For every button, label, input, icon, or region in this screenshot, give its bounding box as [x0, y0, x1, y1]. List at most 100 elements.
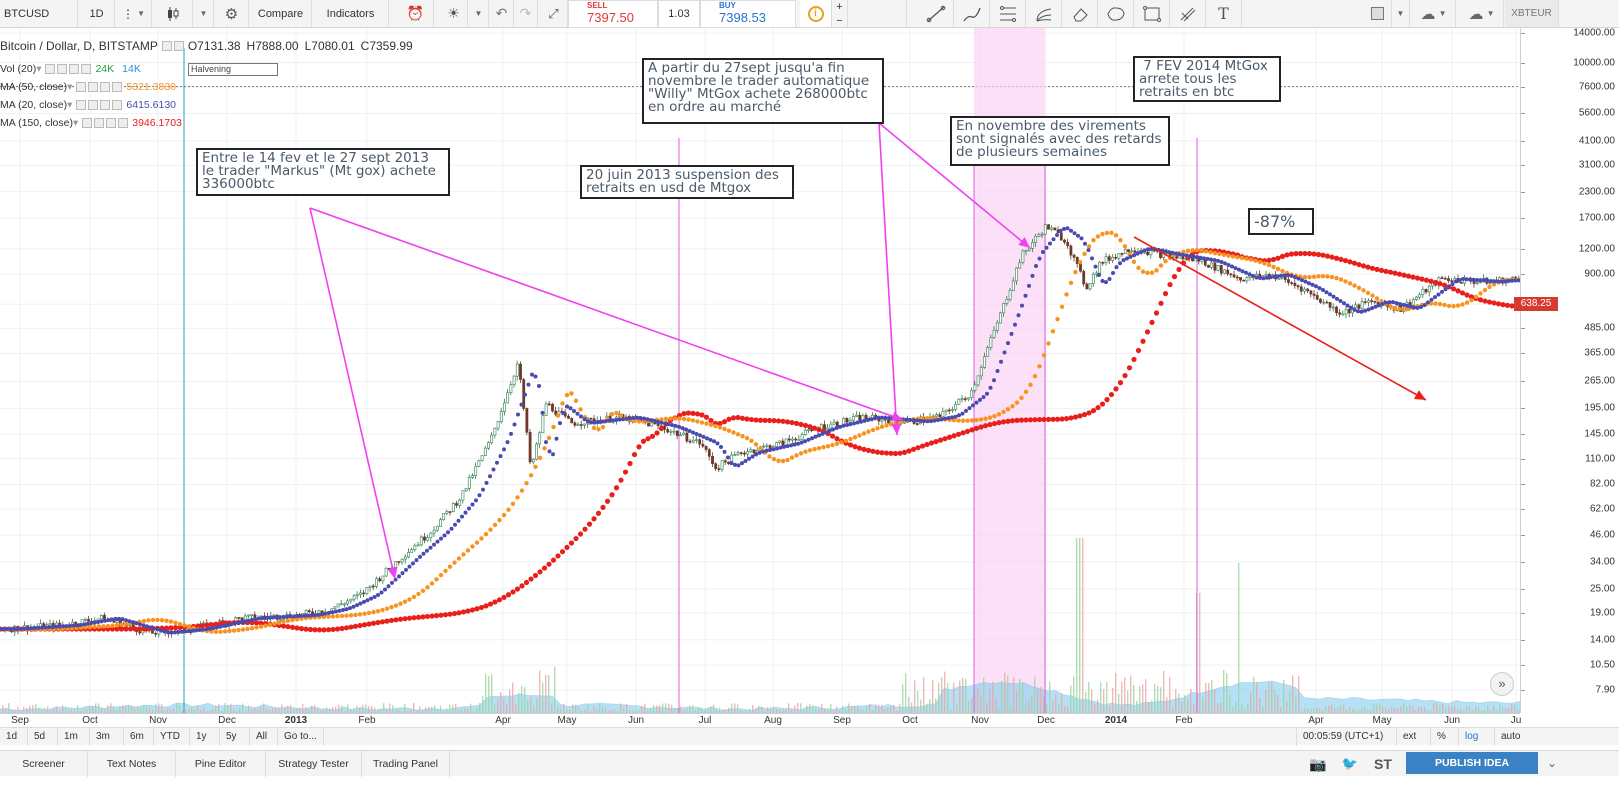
- rectangle-tool[interactable]: [1134, 0, 1170, 27]
- fib-tool[interactable]: [990, 0, 1026, 27]
- redo-button[interactable]: ↷: [514, 0, 538, 27]
- indicator-buttons[interactable]: [76, 100, 123, 110]
- range-button[interactable]: 5d: [28, 728, 58, 746]
- scroll-to-realtime-button[interactable]: »: [1490, 672, 1514, 696]
- eye-icon[interactable]: [76, 100, 87, 110]
- publish-idea-button[interactable]: PUBLISH IDEA: [1406, 752, 1538, 774]
- chevron-down-icon[interactable]: ▾: [67, 99, 73, 111]
- expand-panel-button[interactable]: ⌄: [1540, 752, 1564, 774]
- range-button[interactable]: Go to...: [278, 728, 324, 746]
- add-icon[interactable]: [106, 118, 117, 128]
- load-layout-button[interactable]: ☁ ▼: [1412, 0, 1456, 27]
- close-icon[interactable]: [118, 118, 129, 128]
- chart-style-button[interactable]: [153, 0, 193, 27]
- indicators-button[interactable]: Indicators: [313, 0, 389, 27]
- indicator-buttons[interactable]: [45, 64, 92, 74]
- text-tool[interactable]: T: [1206, 0, 1242, 27]
- settings-square-icon[interactable]: [88, 100, 99, 110]
- legend-indicator-row[interactable]: MA (20, close) ▾ 6415.6130: [0, 97, 184, 113]
- settings-button[interactable]: ⚙: [215, 0, 249, 27]
- trend-line-tool[interactable]: [918, 0, 954, 27]
- tab-strategy-tester[interactable]: Strategy Tester: [266, 751, 362, 777]
- eye-icon[interactable]: [76, 82, 87, 92]
- eraser-tool[interactable]: [1062, 0, 1098, 27]
- annotation-feb-2014[interactable]: 7 FEV 2014 MtGox arrete tous les retrait…: [1133, 56, 1281, 102]
- settings-square-icon[interactable]: [57, 64, 68, 74]
- chevron-down-icon[interactable]: ▾: [36, 63, 42, 75]
- annotation-markus[interactable]: Entre le 14 fev et le 27 sept 2013 le tr…: [196, 148, 450, 196]
- interval-button[interactable]: 1D: [79, 0, 115, 27]
- eye-icon[interactable]: [161, 41, 172, 51]
- add-icon[interactable]: [100, 100, 111, 110]
- close-icon[interactable]: [81, 64, 92, 74]
- chevron-down-icon[interactable]: ▾: [67, 81, 73, 93]
- add-icon[interactable]: [100, 82, 111, 92]
- undo-button[interactable]: ↶: [490, 0, 514, 27]
- range-button[interactable]: All: [250, 728, 278, 746]
- eye-icon[interactable]: [45, 64, 56, 74]
- buy-button[interactable]: BUY 7398.53: [700, 0, 796, 28]
- scale-option-button[interactable]: log: [1458, 728, 1484, 746]
- scale-option-button[interactable]: ext: [1396, 728, 1422, 746]
- interval-menu[interactable]: ⋮ ▼: [116, 0, 152, 27]
- close-icon[interactable]: [112, 100, 123, 110]
- stocktwits-button[interactable]: ST: [1368, 751, 1398, 777]
- snapshot-button[interactable]: 📷: [1306, 751, 1330, 777]
- range-button[interactable]: YTD: [154, 728, 190, 746]
- close-icon[interactable]: [112, 82, 123, 92]
- settings-square-icon[interactable]: [88, 82, 99, 92]
- chart-style-menu[interactable]: ▼: [194, 0, 214, 27]
- eye-icon[interactable]: [82, 118, 93, 128]
- annotation-willy[interactable]: A partir du 27sept jusqu'a fin novembre …: [642, 58, 884, 124]
- range-button[interactable]: 1d: [0, 728, 28, 746]
- range-button[interactable]: 3m: [90, 728, 124, 746]
- indicator-buttons[interactable]: [76, 82, 123, 92]
- range-button[interactable]: 1m: [58, 728, 90, 746]
- save-layout-button[interactable]: ☁ ▼: [1460, 0, 1504, 27]
- add-icon[interactable]: [69, 64, 80, 74]
- tab-screener[interactable]: Screener: [0, 751, 88, 777]
- chart-pane[interactable]: Bitcoin / Dollar, D, BITSTAMP O7131.38 H…: [0, 28, 1520, 713]
- tab-text-notes[interactable]: Text Notes: [88, 751, 176, 777]
- settings-square-icon[interactable]: [173, 41, 184, 51]
- sell-button[interactable]: SELL 7397.50: [568, 0, 658, 28]
- pitchfork-tool[interactable]: [1026, 0, 1062, 27]
- tab-trading-panel[interactable]: Trading Panel: [362, 751, 450, 777]
- annotation-minus-87[interactable]: -87%: [1248, 208, 1314, 235]
- annotation-november[interactable]: En novembre des virements sont signalés …: [950, 116, 1170, 166]
- price-chart[interactable]: [0, 28, 1520, 713]
- ideas-menu[interactable]: ▼: [469, 0, 489, 27]
- fullscreen-button[interactable]: ⤢: [540, 0, 568, 27]
- scale-option-button[interactable]: auto: [1494, 728, 1526, 746]
- tweet-button[interactable]: 🐦: [1338, 751, 1362, 777]
- indicator-buttons[interactable]: [82, 118, 129, 128]
- price-axis[interactable]: 14000.00 10000.00 7600.00 5600.00 4100.00 310…: [1520, 28, 1619, 713]
- plus-button[interactable]: +: [832, 0, 848, 13]
- chevron-down-icon[interactable]: ▾: [72, 117, 79, 129]
- ideas-button[interactable]: ☀: [440, 0, 468, 27]
- measure-tool[interactable]: [1170, 0, 1206, 27]
- color-swatch-button[interactable]: [1364, 0, 1392, 27]
- legend-main-buttons[interactable]: [161, 41, 184, 51]
- range-button[interactable]: 5y: [220, 728, 250, 746]
- symbol-search[interactable]: BTCUSD: [0, 0, 78, 27]
- legend-indicator-row[interactable]: Vol (20) ▾ 24K 14K: [0, 61, 149, 77]
- swatch-menu[interactable]: ▼: [1392, 0, 1410, 27]
- alert-button[interactable]: ⏰: [398, 0, 434, 27]
- clock-readout[interactable]: 00:05:59 (UTC+1): [1296, 728, 1389, 746]
- time-axis[interactable]: Sep Oct Nov Dec 2013 Feb Apr May Jun Jul Aug Sep Oct…: [0, 713, 1521, 727]
- settings-square-icon[interactable]: [94, 118, 105, 128]
- annotation-june-suspension[interactable]: 20 juin 2013 suspension des retraits en …: [580, 165, 794, 199]
- xbteur-button[interactable]: XBTEUR: [1505, 0, 1559, 27]
- compare-button[interactable]: Compare: [250, 0, 312, 27]
- tab-pine-editor[interactable]: Pine Editor: [176, 751, 266, 777]
- info-button[interactable]: i: [800, 0, 832, 27]
- shape-tool[interactable]: [1098, 0, 1134, 27]
- minus-button[interactable]: −: [832, 14, 848, 27]
- legend-indicator-row[interactable]: MA (150, close) ▾ 3946.1703: [0, 115, 190, 131]
- scale-option-button[interactable]: %: [1430, 728, 1452, 746]
- legend-indicator-row[interactable]: MA (50, close) ▾ 5321.3830: [0, 79, 184, 95]
- brush-tool[interactable]: [954, 0, 990, 27]
- range-button[interactable]: 1y: [190, 728, 220, 746]
- range-button[interactable]: 6m: [124, 728, 154, 746]
